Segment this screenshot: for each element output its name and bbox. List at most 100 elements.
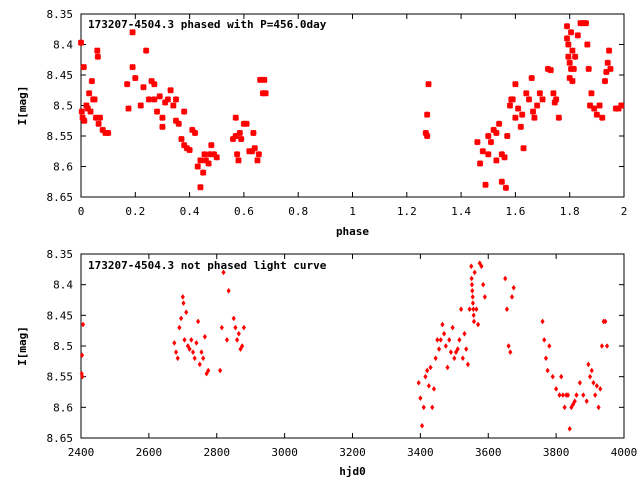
data-point bbox=[586, 361, 591, 368]
data-point bbox=[517, 123, 525, 131]
data-point bbox=[197, 184, 204, 191]
x-tick-label: 0 bbox=[78, 205, 85, 218]
data-point bbox=[512, 114, 519, 121]
data-point bbox=[529, 108, 537, 115]
data-point bbox=[243, 120, 250, 128]
data-point bbox=[180, 294, 185, 300]
data-point bbox=[87, 108, 94, 115]
x-tick-label: 2800 bbox=[204, 446, 231, 459]
y-tick-labels: 8.35 8.4 8.45 8.5 8.55 8.6 8.65 bbox=[47, 8, 74, 204]
data-point bbox=[418, 395, 423, 402]
data-point bbox=[248, 148, 256, 155]
data-point bbox=[481, 281, 486, 288]
data-point bbox=[99, 126, 106, 134]
data-point bbox=[236, 129, 244, 137]
data-point bbox=[80, 321, 86, 328]
data-point bbox=[416, 379, 421, 386]
data-point bbox=[129, 29, 136, 36]
data-point bbox=[173, 349, 179, 356]
data-point bbox=[474, 138, 481, 146]
data-point bbox=[250, 129, 257, 137]
data-point bbox=[78, 108, 86, 115]
data-point bbox=[435, 336, 440, 343]
data-point bbox=[493, 157, 500, 164]
data-point bbox=[455, 346, 460, 352]
data-point bbox=[172, 117, 180, 124]
data-point bbox=[201, 355, 206, 362]
data-point bbox=[596, 404, 601, 411]
data-point bbox=[603, 318, 608, 325]
data-point bbox=[528, 74, 535, 82]
data-point bbox=[525, 96, 533, 103]
data-point bbox=[189, 126, 196, 134]
data-point bbox=[197, 361, 202, 368]
data-point bbox=[495, 120, 503, 128]
data-point bbox=[511, 284, 516, 291]
x-tick-label: 0.8 bbox=[288, 205, 308, 218]
data-point bbox=[523, 90, 530, 97]
data-point bbox=[593, 111, 601, 118]
data-point bbox=[83, 102, 90, 109]
data-point bbox=[153, 108, 161, 115]
data-point bbox=[84, 105, 91, 112]
data-point bbox=[482, 294, 487, 300]
data-point bbox=[498, 151, 506, 158]
y-tick-label: 8.5 bbox=[53, 340, 73, 353]
data-point bbox=[436, 346, 442, 352]
data-point bbox=[233, 151, 241, 158]
data-point bbox=[574, 32, 582, 39]
data-point bbox=[506, 343, 511, 349]
data-points bbox=[79, 260, 610, 432]
data-point bbox=[539, 96, 546, 103]
data-point bbox=[206, 367, 211, 374]
data-point bbox=[161, 99, 169, 106]
data-point bbox=[425, 367, 430, 374]
data-point bbox=[191, 129, 199, 137]
data-point bbox=[426, 382, 431, 389]
x-tick-label: 1.2 bbox=[397, 205, 417, 218]
data-point bbox=[219, 324, 224, 331]
data-point bbox=[85, 90, 93, 97]
data-point bbox=[77, 39, 85, 46]
data-point bbox=[197, 157, 204, 164]
data-point bbox=[462, 330, 467, 337]
data-point bbox=[465, 361, 470, 368]
data-point bbox=[447, 336, 452, 343]
data-point bbox=[202, 157, 210, 164]
data-point bbox=[172, 96, 180, 103]
data-point bbox=[503, 275, 508, 282]
data-point bbox=[571, 53, 579, 60]
data-point bbox=[232, 132, 239, 140]
data-point bbox=[584, 398, 589, 405]
data-point bbox=[512, 80, 519, 88]
data-point bbox=[167, 87, 174, 94]
data-point bbox=[235, 157, 242, 164]
data-point bbox=[469, 281, 475, 288]
data-point bbox=[457, 336, 462, 343]
data-point bbox=[533, 102, 541, 109]
data-point bbox=[594, 382, 599, 389]
data-point bbox=[232, 114, 239, 121]
data-point bbox=[552, 96, 560, 103]
data-point bbox=[151, 80, 158, 88]
axis-ticks bbox=[80, 13, 625, 198]
data-point bbox=[231, 315, 236, 322]
data-point bbox=[560, 392, 566, 398]
data-point bbox=[615, 105, 622, 112]
data-point bbox=[261, 76, 268, 84]
data-point bbox=[91, 96, 98, 103]
data-point bbox=[554, 386, 559, 392]
data-point bbox=[423, 373, 428, 380]
data-point bbox=[469, 275, 474, 282]
data-point bbox=[545, 367, 550, 374]
data-point bbox=[443, 343, 448, 349]
data-point bbox=[170, 102, 177, 109]
y-tick-labels: 8.35 8.4 8.45 8.5 8.55 8.6 8.65 bbox=[47, 248, 74, 445]
y-tick-label: 8.65 bbox=[47, 432, 74, 445]
data-point bbox=[194, 340, 199, 346]
data-point bbox=[95, 120, 102, 128]
data-point bbox=[502, 184, 510, 192]
data-point bbox=[588, 90, 595, 97]
data-point bbox=[464, 346, 469, 352]
